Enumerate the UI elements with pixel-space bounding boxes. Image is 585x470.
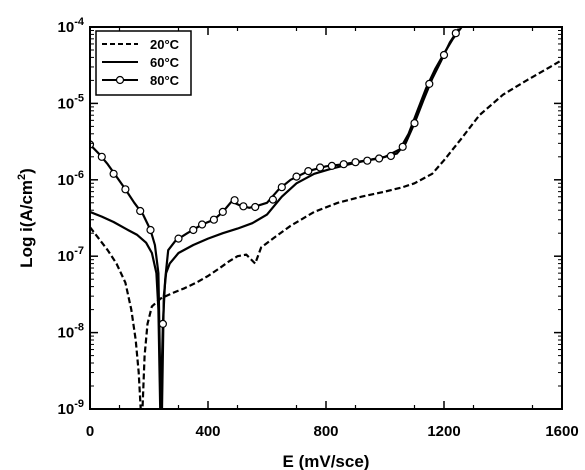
series-marker-2-14 [251, 202, 260, 212]
legend: 20°C 60°C 80°C [95, 30, 192, 96]
x-tick-label-0: 0 [86, 423, 94, 440]
series-marker-2-17 [292, 172, 301, 181]
y-tick-label-0: 10-9 [58, 398, 84, 418]
x-tick-label-4: 1600 [545, 423, 578, 440]
series-marker-2-13 [239, 202, 248, 211]
y-axis-title-end: ) [17, 168, 36, 174]
y-axis-title-main: Log i(A/cm [17, 180, 36, 268]
series-marker-2-23 [363, 156, 372, 165]
series-marker-2-24 [375, 154, 384, 163]
series-marker-2-30 [451, 29, 460, 38]
y-tick-base: 10 [58, 172, 75, 189]
x-tick-label-2: 800 [313, 423, 338, 440]
series-marker-2-18 [304, 167, 313, 176]
series-marker-2-15 [268, 195, 277, 204]
series-marker-2-9 [198, 220, 207, 229]
series-marker-2-16 [277, 183, 286, 192]
series-marker-2-1 [97, 152, 106, 161]
y-tick-base: 10 [58, 325, 75, 342]
y-axis-title: Log i(A/cm2) [16, 168, 36, 268]
series-marker-2-19 [316, 163, 325, 172]
series-marker-2-4 [136, 206, 145, 216]
y-tick-label-2: 10-7 [58, 245, 84, 265]
series-marker-2-5 [146, 225, 155, 235]
legend-marker-80c [115, 75, 125, 85]
legend-label-60c: 60°C [150, 55, 180, 70]
y-tick-exponent: -8 [74, 322, 84, 334]
y-tick-base: 10 [58, 19, 75, 36]
y-tick-label-5: 10-4 [58, 16, 85, 36]
series-marker-2-6 [158, 319, 167, 328]
y-tick-exponent: -6 [74, 169, 84, 181]
y-tick-base: 10 [58, 95, 75, 112]
series-line-1 [90, 27, 463, 409]
x-tick-label-3: 1200 [427, 423, 460, 440]
series-line-0 [90, 59, 562, 409]
series-marker-2-2 [109, 169, 118, 178]
y-tick-base: 10 [58, 248, 75, 265]
series-marker-2-12 [230, 196, 239, 205]
y-tick-label-1: 10-8 [58, 322, 84, 342]
series-marker-2-7 [174, 234, 183, 243]
y-tick-exponent: -5 [74, 92, 84, 104]
x-axis-title: E (mV/sce) [283, 452, 370, 470]
y-tick-base: 10 [58, 401, 75, 418]
series-marker-2-25 [386, 151, 395, 161]
series-marker-2-22 [351, 158, 360, 167]
legend-label-80c: 80°C [150, 73, 180, 88]
legend-label-20c: 20°C [150, 37, 180, 52]
marker-layer [90, 29, 460, 328]
series-marker-2-29 [439, 50, 449, 60]
series-marker-2-11 [218, 207, 227, 216]
series-marker-2-27 [410, 119, 419, 128]
series-marker-2-21 [339, 160, 348, 169]
y-tick-label-4: 10-5 [58, 92, 84, 112]
tick-layer [89, 26, 563, 410]
y-tick-exponent: -4 [74, 16, 85, 28]
series-marker-2-10 [209, 215, 218, 224]
series-marker-2-20 [327, 161, 336, 170]
y-axis-title-sup: 2 [16, 174, 28, 180]
series-marker-2-3 [121, 185, 130, 194]
series-marker-2-26 [398, 142, 407, 151]
y-tick-exponent: -7 [74, 245, 84, 257]
y-tick-label-3: 10-6 [58, 169, 84, 189]
series-marker-2-8 [189, 225, 198, 235]
series-marker-2-28 [425, 79, 434, 89]
y-tick-exponent: -9 [74, 398, 84, 410]
x-tick-label-1: 400 [195, 423, 220, 440]
